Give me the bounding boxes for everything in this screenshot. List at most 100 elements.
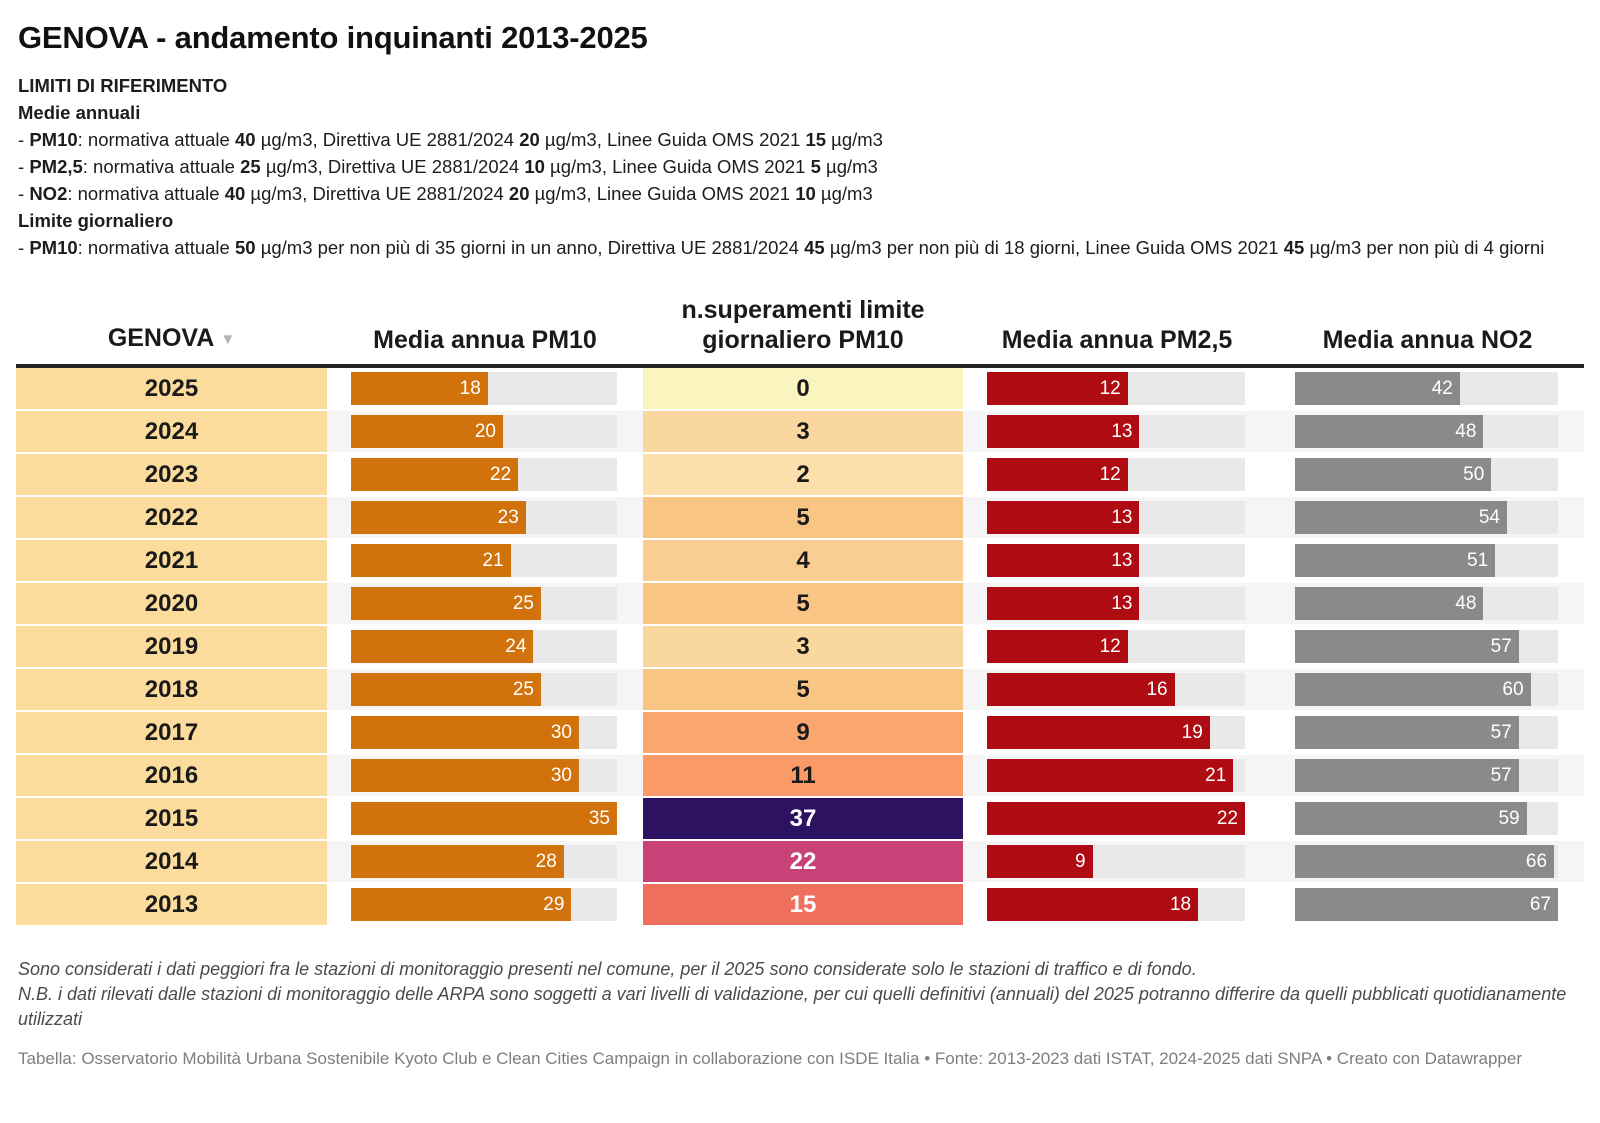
pm25-bar: 12 <box>987 458 1128 491</box>
pm25-bar-track: 13 <box>987 415 1245 448</box>
no2-value: 57 <box>1490 721 1512 743</box>
footnotes-block: Sono considerati i dati peggiori fra le … <box>18 957 1584 1071</box>
pm10-value: 35 <box>588 807 610 829</box>
year-cell: 2013 <box>16 884 327 925</box>
table-row: 2013 29 15 18 67 <box>16 884 1584 927</box>
pm10-bar-track: 30 <box>351 716 617 749</box>
pm10-bar: 23 <box>351 501 526 534</box>
pm10-bar-track: 22 <box>351 458 617 491</box>
no2-bar-track: 54 <box>1295 501 1558 534</box>
pm25-value: 9 <box>1074 850 1086 872</box>
pm25-bar-cell: 16 <box>963 669 1271 710</box>
no2-bar: 60 <box>1295 673 1531 706</box>
no2-bar-cell: 67 <box>1271 884 1584 925</box>
pm25-bar: 12 <box>987 630 1128 663</box>
annual-limit-lines: - PM10: normativa attuale 40 µg/m3, Dire… <box>18 126 1584 207</box>
pm25-bar-cell: 18 <box>963 884 1271 925</box>
pm10-value: 29 <box>543 893 565 915</box>
pm10-bar-cell: 25 <box>327 669 643 710</box>
pm25-bar: 19 <box>987 716 1210 749</box>
year-cell: 2018 <box>16 669 327 710</box>
no2-bar: 67 <box>1295 888 1558 921</box>
pm10-bar: 25 <box>351 673 541 706</box>
header-rule <box>16 364 1584 368</box>
year-cell: 2020 <box>16 583 327 624</box>
column-header-no2: Media annua NO2 <box>1322 326 1533 354</box>
pm25-bar: 13 <box>987 415 1140 448</box>
pm10-bar-cell: 18 <box>327 368 643 409</box>
pm25-value: 16 <box>1146 678 1168 700</box>
pm10-bar-track: 25 <box>351 673 617 706</box>
exceedance-cell: 9 <box>643 712 963 753</box>
pm25-bar-track: 13 <box>987 501 1245 534</box>
pm25-bar-cell: 22 <box>963 798 1271 839</box>
no2-bar: 57 <box>1295 759 1519 792</box>
year-cell: 2014 <box>16 841 327 882</box>
pm10-value: 22 <box>490 463 512 485</box>
year-cell: 2025 <box>16 368 327 409</box>
pm10-bar-cell: 20 <box>327 411 643 452</box>
pm25-bar-cell: 12 <box>963 368 1271 409</box>
no2-bar-track: 66 <box>1295 845 1558 878</box>
no2-bar-cell: 50 <box>1271 454 1584 495</box>
no2-bar: 54 <box>1295 501 1507 534</box>
pm25-bar-cell: 13 <box>963 411 1271 452</box>
no2-bar-track: 48 <box>1295 587 1558 620</box>
pm25-bar-cell: 12 <box>963 454 1271 495</box>
no2-bar-track: 59 <box>1295 802 1558 835</box>
limit-line: - PM10: normativa attuale 50 µg/m3 per n… <box>18 237 1545 258</box>
exceedance-cell: 5 <box>643 583 963 624</box>
no2-bar-track: 50 <box>1295 458 1558 491</box>
no2-bar: 48 <box>1295 587 1484 620</box>
pm25-bar-track: 12 <box>987 630 1245 663</box>
daily-limit-lines: - PM10: normativa attuale 50 µg/m3 per n… <box>18 234 1584 261</box>
pm10-bar: 29 <box>351 888 572 921</box>
table-row: 2024 20 3 13 48 <box>16 411 1584 454</box>
no2-value: 48 <box>1455 420 1477 442</box>
pm10-value: 23 <box>497 506 519 528</box>
pm25-value: 13 <box>1111 549 1133 571</box>
column-header-pm10: Media annua PM10 <box>373 326 597 354</box>
year-cell: 2016 <box>16 755 327 796</box>
pm25-value: 12 <box>1099 377 1121 399</box>
no2-bar-cell: 60 <box>1271 669 1584 710</box>
pm25-bar-cell: 12 <box>963 626 1271 667</box>
pm25-value: 13 <box>1111 592 1133 614</box>
pm25-value: 13 <box>1111 506 1133 528</box>
pm10-bar: 35 <box>351 802 617 835</box>
pm25-bar: 22 <box>987 802 1245 835</box>
pm10-value: 20 <box>474 420 496 442</box>
no2-value: 67 <box>1529 893 1551 915</box>
no2-bar: 50 <box>1295 458 1492 491</box>
exceedance-cell: 15 <box>643 884 963 925</box>
no2-bar: 59 <box>1295 802 1527 835</box>
no2-bar-cell: 66 <box>1271 841 1584 882</box>
pm25-bar-cell: 21 <box>963 755 1271 796</box>
pm10-value: 25 <box>512 592 534 614</box>
pm25-value: 22 <box>1216 807 1238 829</box>
column-header-year[interactable]: GENOVA ▼ <box>16 323 327 364</box>
exceedance-cell: 0 <box>643 368 963 409</box>
year-cell: 2021 <box>16 540 327 581</box>
table-body: 2025 18 0 12 42 2024 20 3 13 48 2023 22 2 12 50 2022 23 5… <box>16 368 1584 927</box>
no2-value: 66 <box>1525 850 1548 872</box>
datawrapper-page: GENOVA - andamento inquinanti 2013-2025 … <box>16 20 1584 1071</box>
pm10-bar-cell: 29 <box>327 884 643 925</box>
pm25-bar: 12 <box>987 372 1128 405</box>
exceedance-cell: 2 <box>643 454 963 495</box>
limits-block: LIMITI DI RIFERIMENTO Medie annuali - PM… <box>18 72 1584 261</box>
pm10-value: 28 <box>535 850 557 872</box>
no2-bar-cell: 57 <box>1271 626 1584 667</box>
no2-bar: 42 <box>1295 372 1460 405</box>
exceedance-cell: 3 <box>643 411 963 452</box>
pm10-bar-cell: 28 <box>327 841 643 882</box>
no2-bar-track: 67 <box>1295 888 1558 921</box>
pm25-bar-cell: 9 <box>963 841 1271 882</box>
exceedance-cell: 5 <box>643 669 963 710</box>
table-row: 2016 30 11 21 57 <box>16 755 1584 798</box>
pm10-value: 25 <box>512 678 534 700</box>
column-header-pm25: Media annua PM2,5 <box>1001 326 1233 354</box>
pm25-bar-cell: 19 <box>963 712 1271 753</box>
pm10-bar: 18 <box>351 372 488 405</box>
pm25-value: 12 <box>1099 463 1121 485</box>
